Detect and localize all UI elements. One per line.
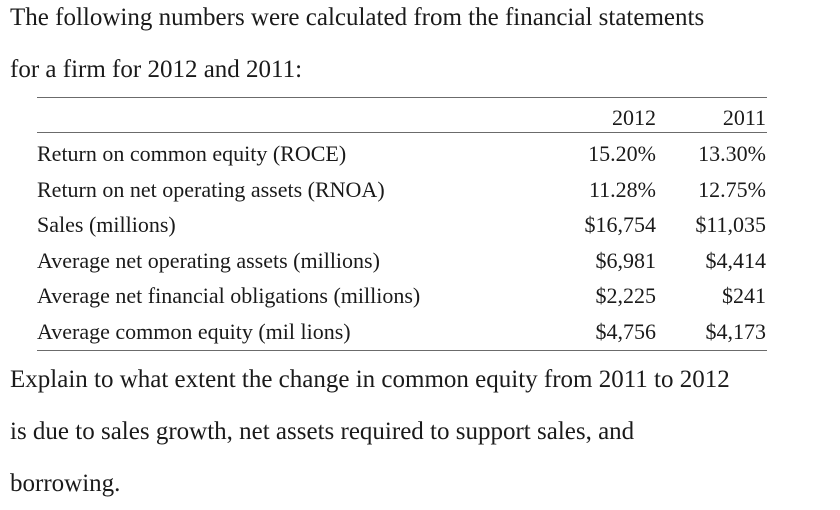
- financial-table: 2012 2011 Return on common equity (ROCE)…: [37, 97, 767, 351]
- value-2012: $2,225: [595, 283, 657, 309]
- question-paragraph: Explain to what extent the change in com…: [10, 354, 838, 510]
- row-label: Sales (millions): [37, 212, 176, 238]
- value-2012: 11.28%: [588, 176, 656, 202]
- row-label: Average net financial obligations (milli…: [37, 283, 421, 309]
- intro-line-2: for a firm for 2012 and 2011:: [10, 56, 303, 83]
- row-label: Return on net operating assets (RNOA): [37, 176, 385, 202]
- table-body: Return on common equity (ROCE) 15.20% 13…: [37, 133, 767, 350]
- value-2011: 13.30%: [698, 141, 766, 166]
- table-row-noa: Average net operating assets (millions) …: [37, 243, 767, 279]
- table-row-roce: Return on common equity (ROCE) 15.20% 13…: [37, 136, 767, 172]
- question-line-1: Explain to what extent the change in com…: [10, 366, 730, 393]
- table-row-sales: Sales (millions) $16,754 $11,035: [37, 207, 767, 243]
- intro-paragraph: The following numbers were calculated fr…: [10, 0, 830, 96]
- table-bottom-rule: [37, 349, 767, 351]
- header-2012: 2012: [612, 105, 656, 130]
- value-2012: $6,981: [595, 247, 657, 273]
- question-line-2: is due to sales growth, net assets requi…: [10, 418, 635, 445]
- row-label: Average net operating assets (millions): [37, 247, 380, 273]
- row-label: Return on common equity (ROCE): [37, 141, 347, 166]
- value-2011: $4,173: [705, 318, 767, 344]
- table-row-rnoa: Return on net operating assets (RNOA) 11…: [37, 172, 767, 208]
- value-2011: $241: [722, 283, 766, 309]
- table-row-equity: Average common equity (mil lions) $4,756…: [37, 314, 767, 350]
- value-2012: $16,754: [584, 212, 657, 238]
- value-2011: $11,035: [695, 212, 766, 238]
- row-label: Average common equity (mil lions): [37, 318, 351, 344]
- value-2011: 12.75%: [698, 176, 766, 202]
- question-line-3: borrowing.: [10, 470, 121, 497]
- value-2012: 15.20%: [588, 141, 656, 166]
- value-2012: $4,756: [595, 318, 657, 344]
- table-header-rule: [37, 132, 767, 133]
- table-row-nfo: Average net financial obligations (milli…: [37, 278, 767, 314]
- header-2011: 2011: [722, 105, 766, 130]
- table-top-rule: [37, 97, 767, 98]
- value-2011: $4,414: [705, 247, 767, 273]
- table-header-row: 2012 2011: [37, 98, 767, 132]
- intro-line-1: The following numbers were calculated fr…: [10, 4, 705, 31]
